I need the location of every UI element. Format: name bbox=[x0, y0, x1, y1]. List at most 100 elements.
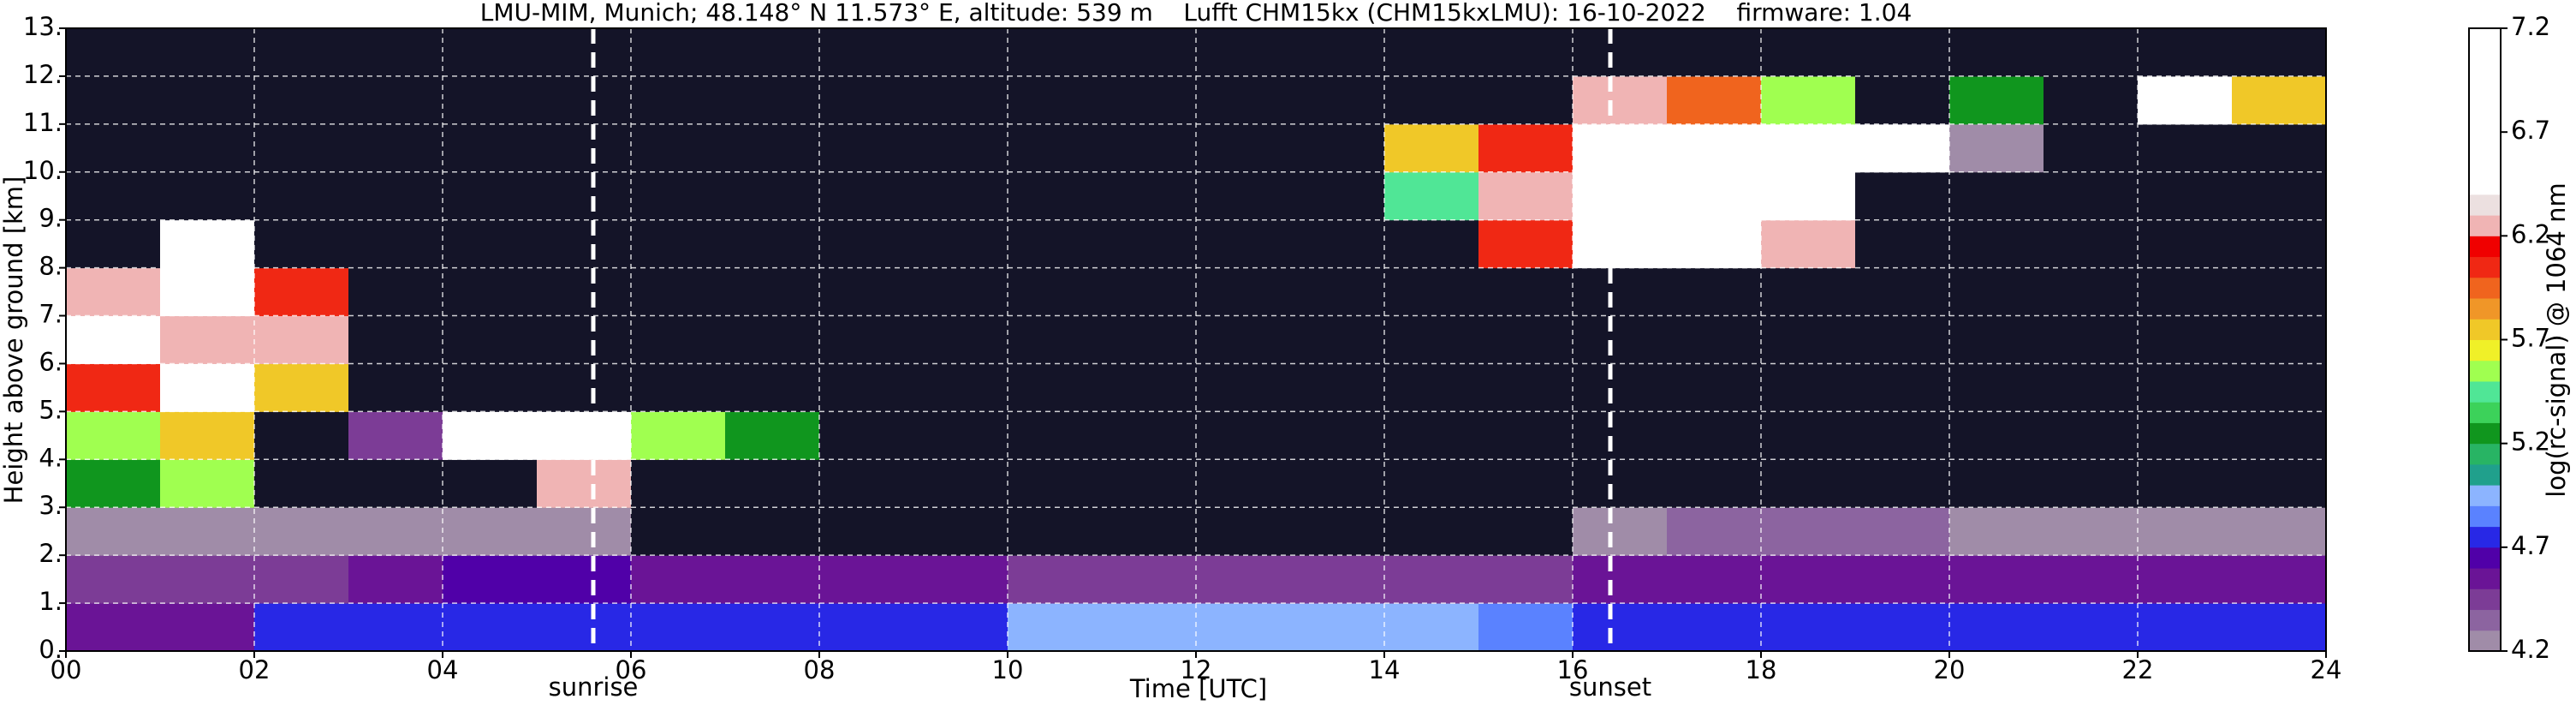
heatmap-cell bbox=[1384, 603, 1479, 652]
heatmap-cell bbox=[1667, 363, 1762, 412]
heatmap-cell bbox=[1008, 555, 1103, 604]
heatmap-cell bbox=[1102, 363, 1197, 412]
heatmap-cell bbox=[443, 363, 538, 412]
heatmap-cell bbox=[2044, 267, 2139, 317]
colorbar-segment bbox=[2469, 111, 2501, 133]
heatmap-cell bbox=[1008, 603, 1103, 652]
heatmap-cell bbox=[1667, 603, 1762, 652]
colorbar-segment bbox=[2469, 360, 2501, 382]
heatmap-cell bbox=[66, 603, 161, 652]
heatmap-cell bbox=[1008, 459, 1103, 508]
heatmap-cell bbox=[1478, 123, 1574, 173]
heatmap-cell bbox=[2044, 219, 2139, 269]
heatmap-cell bbox=[537, 219, 632, 269]
heatmap-cell bbox=[160, 603, 255, 652]
colorbar-segment bbox=[2469, 215, 2501, 236]
heatmap-cell bbox=[1196, 123, 1291, 173]
heatmap-cell bbox=[1855, 507, 1950, 556]
heatmap-cell bbox=[348, 267, 443, 317]
heatmap-cell bbox=[1761, 28, 1856, 77]
heatmap-cell bbox=[913, 603, 1008, 652]
heatmap-cell bbox=[1008, 75, 1103, 125]
heatmap-cell bbox=[1855, 123, 1950, 173]
heatmap-cell bbox=[2138, 555, 2233, 604]
heatmap-cell bbox=[1196, 171, 1291, 221]
y-tick-label: 8. bbox=[39, 252, 62, 281]
heatmap-cell bbox=[443, 411, 538, 460]
colorbar-segment bbox=[2469, 194, 2501, 216]
heatmap-cell bbox=[348, 507, 443, 556]
heatmap-cell bbox=[913, 123, 1008, 173]
colorbar-tick-label: 5.2 bbox=[2511, 427, 2550, 457]
heatmap-cell bbox=[2232, 267, 2327, 317]
heatmap-cell bbox=[1478, 219, 1574, 269]
heatmap-cell bbox=[631, 603, 726, 652]
heatmap-cell bbox=[819, 315, 914, 364]
heatmap-cell bbox=[348, 363, 443, 412]
heatmap-cell bbox=[1008, 28, 1103, 77]
colorbar-segment bbox=[2469, 609, 2501, 631]
heatmap-cell bbox=[819, 603, 914, 652]
heatmap-cell bbox=[443, 123, 538, 173]
heatmap-cell bbox=[160, 411, 255, 460]
heatmap-cell bbox=[819, 555, 914, 604]
heatmap-cell bbox=[1384, 363, 1479, 412]
x-tick-label: 10 bbox=[992, 655, 1024, 684]
chart-title: LMU-MIM, Munich; 48.148° N 11.573° E, al… bbox=[480, 0, 1913, 27]
heatmap-cell bbox=[1667, 411, 1762, 460]
heatmap-cell bbox=[254, 603, 349, 652]
heatmap-cell bbox=[2232, 171, 2327, 221]
heatmap-cell bbox=[1949, 459, 2044, 508]
heatmap-cell bbox=[66, 411, 161, 460]
heatmap-cell bbox=[725, 28, 820, 77]
heatmap-cell bbox=[819, 75, 914, 125]
heatmap-cell bbox=[1196, 267, 1291, 317]
heatmap-cell bbox=[1949, 219, 2044, 269]
heatmap-cell bbox=[1855, 28, 1950, 77]
heatmap-cell bbox=[254, 171, 349, 221]
heatmap-cell bbox=[913, 459, 1008, 508]
colorbar-segment bbox=[2469, 277, 2501, 299]
heatmap-cell bbox=[631, 219, 726, 269]
heatmap-cell bbox=[1102, 603, 1197, 652]
heatmap-cell bbox=[631, 75, 726, 125]
heatmap-cell bbox=[66, 507, 161, 556]
heatmap-cell bbox=[537, 315, 632, 364]
heatmap-cell bbox=[1855, 411, 1950, 460]
heatmap-cell bbox=[2232, 507, 2327, 556]
heatmap-cell bbox=[2232, 603, 2327, 652]
heatmap-cell bbox=[1761, 315, 1856, 364]
heatmap-cell bbox=[913, 411, 1008, 460]
heatmap-cell bbox=[537, 123, 632, 173]
y-tick-label: 7. bbox=[39, 300, 62, 329]
heatmap-cell bbox=[1761, 603, 1856, 652]
heatmap-cell bbox=[2044, 555, 2139, 604]
heatmap-cell bbox=[1196, 363, 1291, 412]
heatmap-cell bbox=[66, 315, 161, 364]
annotation-label: sunset bbox=[1569, 672, 1651, 702]
heatmap-cell bbox=[1761, 123, 1856, 173]
x-tick-label: 02 bbox=[239, 655, 271, 684]
heatmap-cell bbox=[1667, 267, 1762, 317]
heatmap-cell bbox=[1478, 507, 1574, 556]
heatmap-cell bbox=[819, 459, 914, 508]
heatmap-cell bbox=[254, 28, 349, 77]
heatmap-cell bbox=[2138, 123, 2233, 173]
heatmap-cell bbox=[725, 555, 820, 604]
heatmap-cell bbox=[1102, 315, 1197, 364]
heatmap-cell bbox=[1949, 603, 2044, 652]
heatmap-cell bbox=[348, 28, 443, 77]
colorbar-segment bbox=[2469, 173, 2501, 195]
heatmap-cell bbox=[443, 603, 538, 652]
heatmap-cell bbox=[725, 507, 820, 556]
heatmap-cell bbox=[537, 363, 632, 412]
heatmap-cell bbox=[537, 459, 632, 508]
heatmap-cell bbox=[348, 555, 443, 604]
x-tick-label: 20 bbox=[1934, 655, 1966, 684]
heatmap-cell bbox=[1102, 411, 1197, 460]
heatmap-cell bbox=[348, 75, 443, 125]
x-tick-label: 14 bbox=[1369, 655, 1401, 684]
colorbar-segment bbox=[2469, 69, 2501, 92]
heatmap-cell bbox=[819, 28, 914, 77]
